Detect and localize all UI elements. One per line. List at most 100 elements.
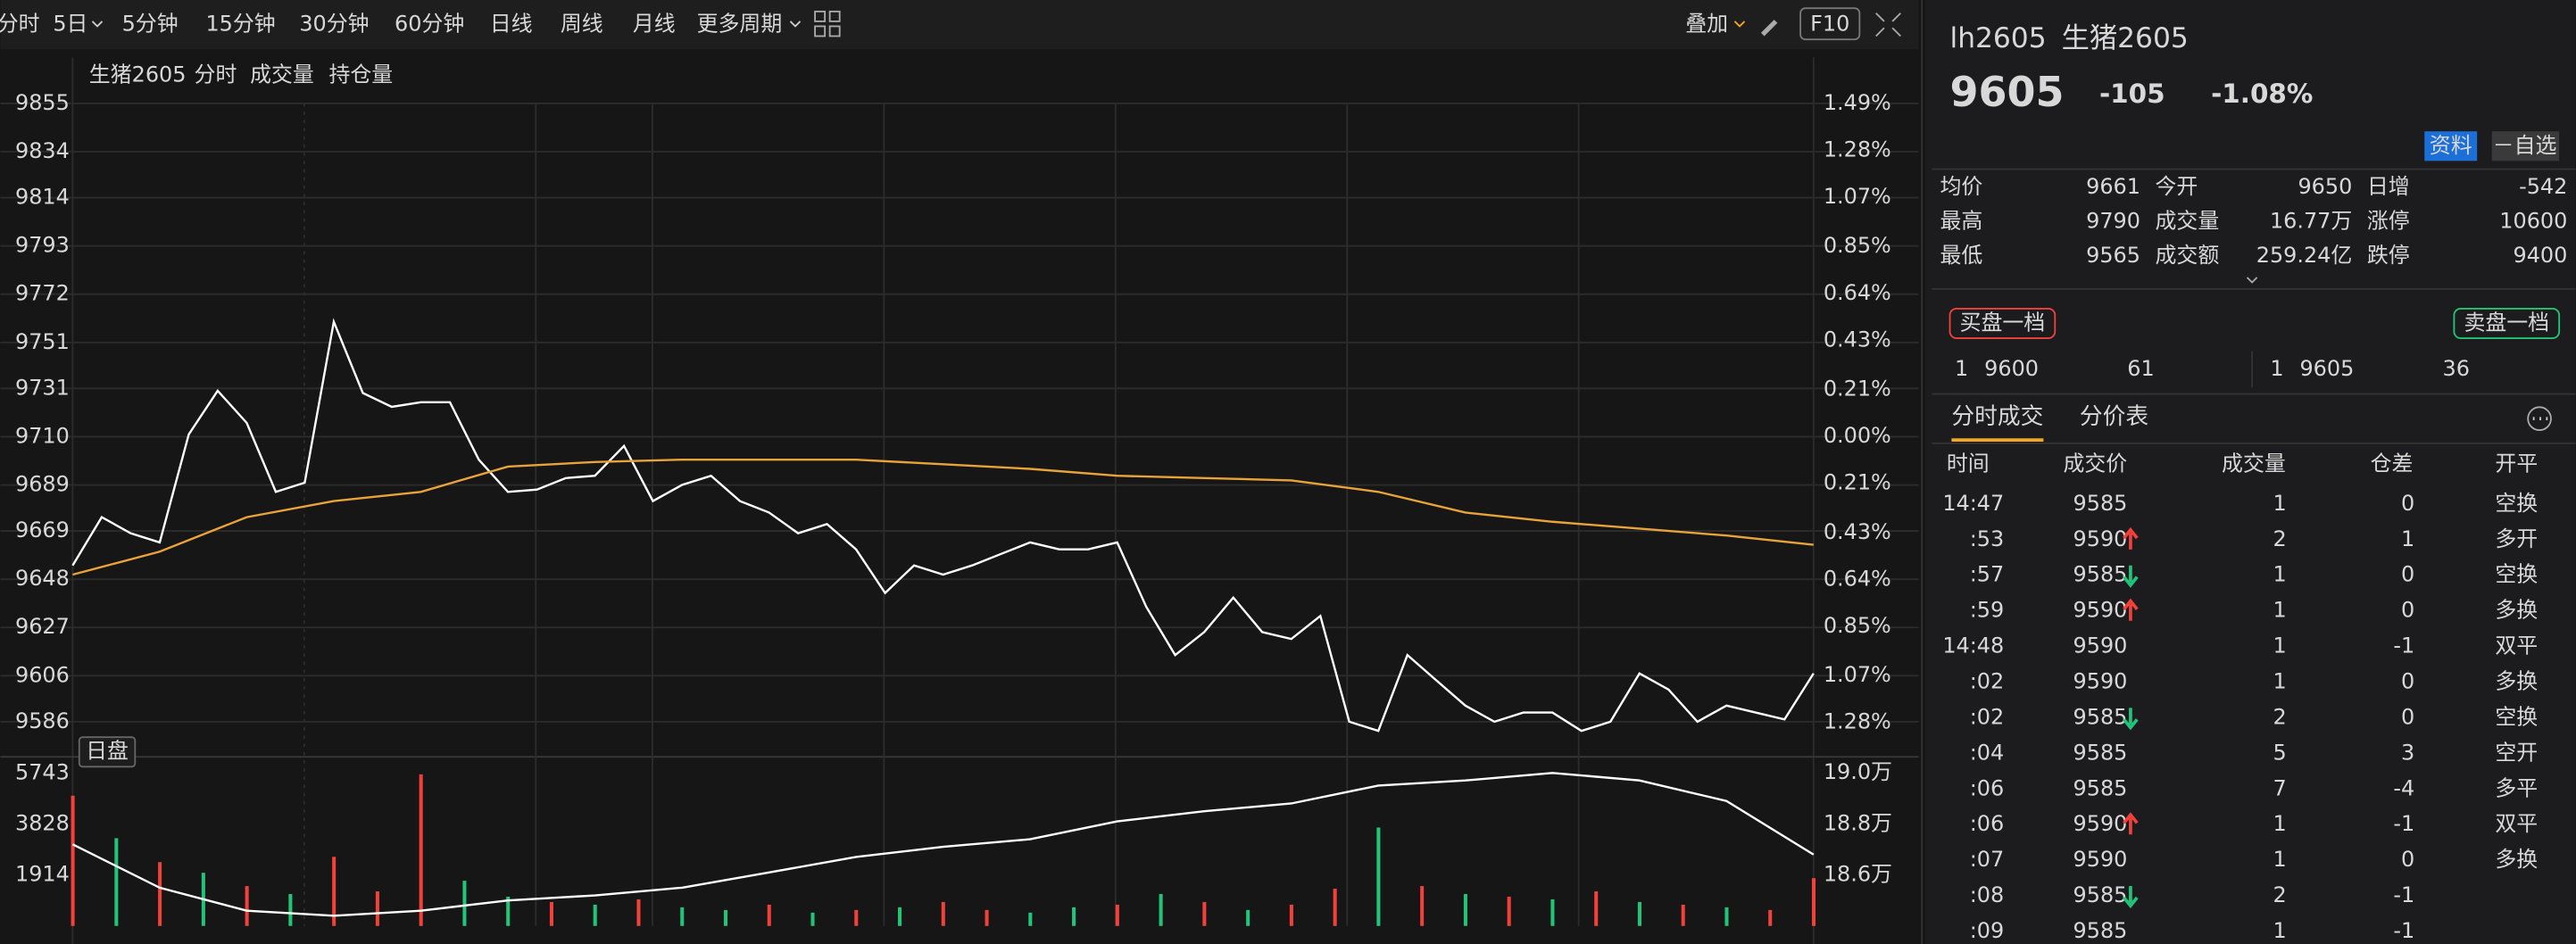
trade-volume: 2 xyxy=(2273,704,2287,729)
trade-volume: 1 xyxy=(2273,669,2287,694)
trade-price: 9585 xyxy=(2073,491,2128,516)
trade-time: :57 xyxy=(1970,562,2004,587)
legend-symbol: 生猪2605 xyxy=(89,62,187,87)
volume-bar xyxy=(1376,827,1381,926)
fullscreen-icon[interactable] xyxy=(1875,12,1901,37)
period-tab[interactable]: 周线 xyxy=(561,12,603,37)
sell-badge xyxy=(2453,308,2561,339)
y2-tick-label: 1.49% xyxy=(1824,90,1891,115)
layout-icon[interactable] xyxy=(814,10,841,37)
f10-label[interactable]: F10 xyxy=(1810,12,1849,37)
period-tab[interactable]: 更多周期 xyxy=(697,12,783,37)
trade-price: 9585 xyxy=(2073,918,2128,943)
info-button[interactable] xyxy=(2424,131,2478,161)
volume-bar xyxy=(375,891,379,926)
period-tab[interactable]: 5分钟 xyxy=(122,12,179,37)
trade-volume: 1 xyxy=(2273,491,2287,516)
trade-price: 9585 xyxy=(2073,562,2128,587)
book-level: 1 xyxy=(1955,356,1968,381)
y2-tick-label: 1.07% xyxy=(1824,184,1891,209)
y2-tick-label: 0.64% xyxy=(1824,280,1891,305)
period-tab[interactable]: 60分钟 xyxy=(395,12,464,37)
volume-bar xyxy=(1507,896,1511,926)
legend-item[interactable]: 分时 xyxy=(195,62,237,87)
y-tick-label: 9586 xyxy=(15,708,70,733)
legend-item[interactable]: 持仓量 xyxy=(328,62,393,87)
expand-caret[interactable] xyxy=(2246,277,2258,284)
y2-tick-label: 0.21% xyxy=(1824,376,1891,401)
trade-volume: 1 xyxy=(2273,918,2287,943)
y-tick-label: 9855 xyxy=(15,90,70,115)
y2-tick-label: 18.8万 xyxy=(1824,810,1892,835)
column-header: 成交量 xyxy=(2222,451,2286,476)
y-tick-label: 9772 xyxy=(15,281,70,306)
volume-bar xyxy=(158,862,162,926)
period-tab[interactable]: 月线 xyxy=(633,12,676,37)
volume-bar xyxy=(1724,907,1729,926)
period-tab[interactable]: 30分钟 xyxy=(299,12,369,37)
period-tab[interactable]: 15分钟 xyxy=(205,12,275,37)
overlay-button[interactable]: 叠加 xyxy=(1685,12,1728,37)
quote-name: 生猪2605 xyxy=(2062,22,2189,54)
volume-bar xyxy=(1246,909,1251,926)
volume-bar xyxy=(985,909,989,926)
column-header: 仓差 xyxy=(2371,451,2414,476)
more-button[interactable] xyxy=(2527,406,2552,432)
period-tab[interactable]: 分时 xyxy=(0,12,40,37)
trade-volume: 1 xyxy=(2273,598,2287,623)
average-line xyxy=(72,459,1814,576)
y2-tick-label: 0.00% xyxy=(1824,423,1891,448)
volume-bar xyxy=(1463,893,1467,926)
stat-label: 均价 xyxy=(1940,174,1982,199)
price-line xyxy=(71,318,1815,733)
column-header: 开平 xyxy=(2495,451,2538,476)
trade-volume: 2 xyxy=(2273,526,2287,551)
draw-icon[interactable] xyxy=(1760,20,1778,37)
trade-volume: 5 xyxy=(2273,740,2287,765)
stat-value: 9565 xyxy=(2086,243,2140,268)
tab-active[interactable]: 分时成交 xyxy=(1951,403,2043,430)
stat-label: 最低 xyxy=(1940,243,1982,268)
trade-price: 9585 xyxy=(2073,704,2128,729)
trade-kind: 空换 xyxy=(2495,704,2538,729)
volume-bar xyxy=(419,774,423,926)
change: -105 xyxy=(2099,79,2165,109)
y-tick-label: 1914 xyxy=(15,862,70,887)
trade-kind: 多开 xyxy=(2495,526,2538,551)
volume-bar xyxy=(1159,893,1163,926)
stat-value: 9400 xyxy=(2514,243,2568,268)
watch-button-label[interactable]: －自选 xyxy=(2493,133,2557,158)
trade-kind: 空换 xyxy=(2495,491,2538,516)
tab[interactable]: 分价表 xyxy=(2080,403,2148,430)
trade-kind: 双平 xyxy=(2495,811,2538,836)
legend-item[interactable]: 成交量 xyxy=(250,62,314,87)
volume-bar xyxy=(941,901,945,926)
period-tab[interactable]: 日线 xyxy=(490,12,533,37)
stat-label: 涨停 xyxy=(2367,208,2410,233)
watch-button[interactable] xyxy=(2491,131,2560,161)
y2-tick-label: 19.0万 xyxy=(1824,759,1892,784)
period-tab[interactable]: 5日 xyxy=(53,12,87,37)
trade-oi-change: 1 xyxy=(2401,526,2414,551)
f10-button[interactable] xyxy=(1799,7,1861,41)
volume-bar xyxy=(1594,891,1599,926)
trade-oi-change: 0 xyxy=(2401,669,2414,694)
trend-arrow xyxy=(2123,708,2139,731)
trade-oi-change: 0 xyxy=(2401,491,2414,516)
volume-bar xyxy=(1550,898,1555,926)
trade-time: :07 xyxy=(1970,847,2004,872)
book-volume: 36 xyxy=(2443,356,2470,381)
y-tick-label: 9710 xyxy=(15,423,70,448)
info-button-label[interactable]: 资料 xyxy=(2430,133,2472,158)
stat-label: 成交量 xyxy=(2156,208,2220,233)
y-tick-label: 9689 xyxy=(15,472,70,497)
y2-tick-label: 0.64% xyxy=(1824,566,1891,591)
stat-value: 259.24亿 xyxy=(2256,243,2353,268)
y-tick-label: 3828 xyxy=(15,811,70,836)
trade-kind: 双平 xyxy=(2495,633,2538,658)
trade-volume: 1 xyxy=(2273,847,2287,872)
stat-value: 10600 xyxy=(2499,208,2567,233)
trade-volume: 1 xyxy=(2273,562,2287,587)
book-price: 9605 xyxy=(2299,356,2354,381)
